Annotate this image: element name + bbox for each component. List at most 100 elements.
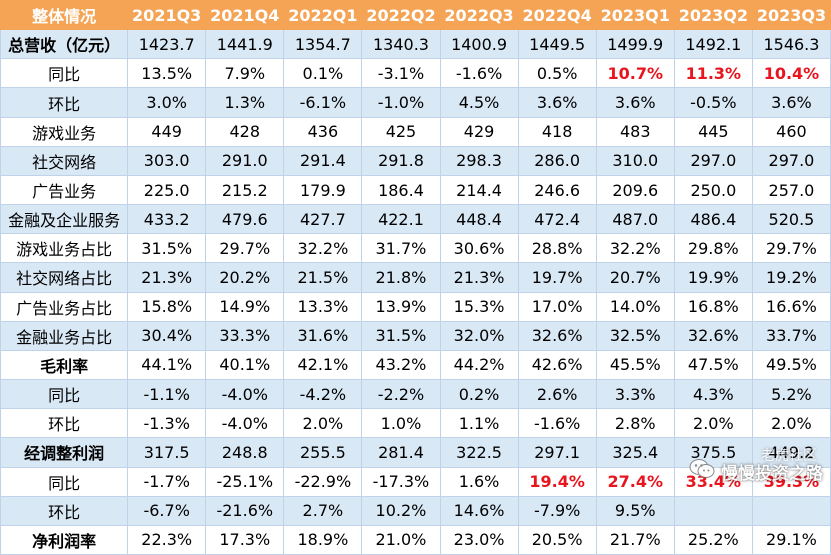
table-cell: 4.3%	[673, 379, 753, 410]
table-cell: 21.8%	[361, 262, 441, 293]
table-cell: 40.1%	[205, 349, 285, 381]
table-cell: 1441.9	[205, 29, 285, 60]
table-cell: -3.1%	[361, 58, 441, 89]
header-cell-label: 整体情况	[0, 0, 129, 31]
row-label: 游戏业务占比	[0, 233, 129, 264]
table-cell: -7.9%	[517, 495, 597, 526]
table-cell: -17.3%	[361, 466, 441, 497]
table-cell: -1.3%	[127, 408, 207, 439]
table-row: 同比 -1.1% -4.0% -4.2% -2.2% 0.2% 2.6% 3.3% 4.3% 5.…	[0, 379, 831, 410]
table-cell: 215.2	[205, 174, 285, 206]
row-label: 毛利率	[0, 349, 129, 381]
table-cell: 20.2%	[205, 262, 285, 293]
table-cell: 4.5%	[439, 87, 519, 118]
row-label: 社交网络	[0, 145, 129, 176]
table-cell: 1400.9	[439, 29, 519, 60]
header-cell-period: 2023Q3	[751, 0, 831, 31]
table-cell: 17.0%	[517, 291, 597, 322]
table-cell: 30.4%	[127, 320, 207, 351]
table-cell: 317.5	[127, 437, 207, 468]
table-cell: 29.1%	[751, 524, 831, 555]
table-row: 同比 13.5% 7.9% 0.1% -3.1% -1.6% 0.5% 10.7% 11.3% 1…	[0, 58, 831, 89]
table-cell: 255.5	[283, 437, 363, 468]
table-cell: -1.1%	[127, 379, 207, 410]
row-label: 同比	[0, 466, 129, 497]
table-cell: 0.2%	[439, 379, 519, 410]
header-cell-period: 2023Q2	[673, 0, 753, 31]
table-cell: 248.8	[205, 437, 285, 468]
table-cell: 47.5%	[673, 349, 753, 381]
table-cell: 32.2%	[283, 233, 363, 264]
table-cell: 19.2%	[751, 262, 831, 293]
table-row: 环比 -1.3% -4.0% 2.0% 1.0% 1.1% -1.6% 2.8% 2.0% 2.0…	[0, 408, 831, 439]
table-cell: 29.8%	[673, 233, 753, 264]
table-cell: 0.1%	[283, 58, 363, 89]
table-cell: 1546.3	[751, 29, 831, 60]
table-cell: 433.2	[127, 204, 207, 235]
table-cell: 45.5%	[595, 349, 675, 381]
table-cell: 246.6	[517, 174, 597, 206]
table-cell: 298.3	[439, 145, 519, 176]
table-row: 社交网络占比 21.3% 20.2% 21.5% 21.8% 21.3% 19.7% 20.7…	[0, 262, 831, 293]
table-cell: 21.3%	[127, 262, 207, 293]
table-cell: 15.3%	[439, 291, 519, 322]
table-cell: 291.8	[361, 145, 441, 176]
table-cell: 10.4%	[751, 58, 831, 89]
table-cell: 1.3%	[205, 87, 285, 118]
table-cell: 7.9%	[205, 58, 285, 89]
table-cell: 32.6%	[673, 320, 753, 351]
table-cell: 31.7%	[361, 233, 441, 264]
table-cell: 21.7%	[595, 524, 675, 555]
table-cell: 297.0	[751, 145, 831, 176]
table-cell	[673, 495, 753, 526]
table-cell: 0.5%	[517, 58, 597, 89]
table-row: 社交网络 303.0 291.0 291.4 291.8 298.3 286.0 310.0 2…	[0, 145, 831, 176]
table-cell: 13.3%	[283, 291, 363, 322]
row-label: 净利润率	[0, 524, 129, 555]
table-cell: 32.6%	[517, 320, 597, 351]
table-cell: -1.6%	[517, 408, 597, 439]
table-cell: 425	[361, 116, 441, 147]
table-cell: 3.6%	[595, 87, 675, 118]
table-cell: 325.4	[595, 437, 675, 468]
header-cell-period: 2021Q4	[205, 0, 285, 31]
table-cell: 16.8%	[673, 291, 753, 322]
table-cell: 322.5	[439, 437, 519, 468]
table-cell: 1.1%	[439, 408, 519, 439]
header-cell-period: 2022Q2	[361, 0, 441, 31]
table-cell: 214.4	[439, 174, 519, 206]
table-cell: 11.3%	[673, 58, 753, 89]
table-cell: 19.7%	[517, 262, 597, 293]
table-cell: 13.5%	[127, 58, 207, 89]
table-cell: 33.7%	[751, 320, 831, 351]
row-label: 金融及企业服务	[0, 204, 129, 235]
table-row: 经调整利润 317.5 248.8 255.5 281.4 322.5 297.1 325.4…	[0, 437, 831, 468]
row-label: 环比	[0, 408, 129, 439]
table-cell: -2.2%	[361, 379, 441, 410]
table-cell: 20.7%	[595, 262, 675, 293]
table-cell: 22.3%	[127, 524, 207, 555]
table-cell: 291.4	[283, 145, 363, 176]
row-label: 金融业务占比	[0, 320, 129, 351]
table-cell: 2.0%	[751, 408, 831, 439]
row-label: 广告业务	[0, 174, 129, 206]
table-cell: 31.5%	[127, 233, 207, 264]
table-cell: 375.5	[673, 437, 753, 468]
table-cell: 21.5%	[283, 262, 363, 293]
table-row: 游戏业务占比 31.5% 29.7% 32.2% 31.7% 30.6% 28.8% 32.2…	[0, 233, 831, 264]
table-cell: -0.5%	[673, 87, 753, 118]
table-cell: 10.2%	[361, 495, 441, 526]
table-cell: -6.1%	[283, 87, 363, 118]
table-cell: 33.4%	[673, 466, 753, 497]
header-cell-period: 2022Q3	[439, 0, 519, 31]
header-cell-period: 2022Q4	[517, 0, 597, 31]
table-cell: 10.7%	[595, 58, 675, 89]
table-cell: -21.6%	[205, 495, 285, 526]
table-cell: 19.9%	[673, 262, 753, 293]
row-label: 同比	[0, 58, 129, 89]
table-row: 广告业务占比 15.8% 14.9% 13.3% 13.9% 15.3% 17.0% 14.0…	[0, 291, 831, 322]
table-cell: 422.1	[361, 204, 441, 235]
table-cell: 436	[283, 116, 363, 147]
table-cell: 29.7%	[751, 233, 831, 264]
